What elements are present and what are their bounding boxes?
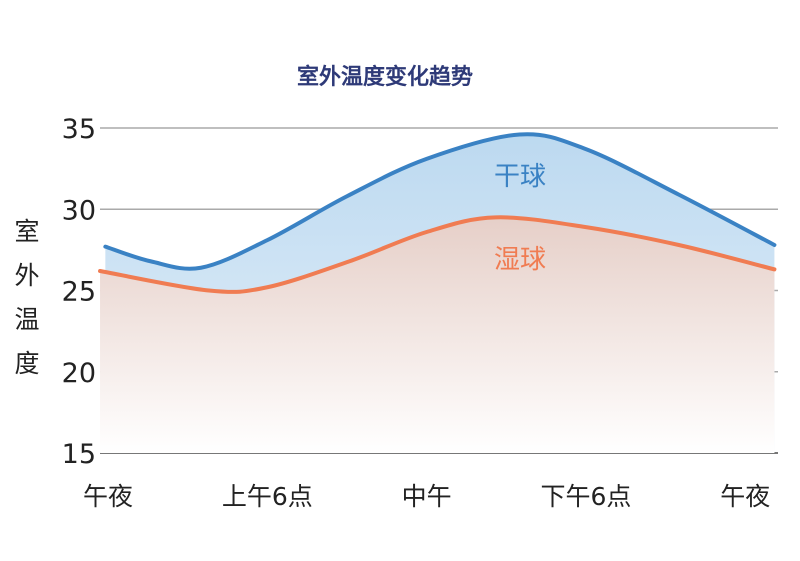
- y-axis-label: 度: [14, 349, 39, 378]
- y-tick-label: 15: [62, 439, 96, 470]
- series-label: 湿球: [494, 245, 546, 275]
- y-axis-label: 温: [14, 305, 39, 334]
- x-tick-label: 上午6点: [222, 482, 313, 511]
- x-tick-label: 午夜: [720, 482, 770, 511]
- series-line-1: [98, 215, 777, 294]
- y-tick-label: 35: [62, 114, 96, 145]
- x-tick-label: 下午6点: [540, 482, 631, 511]
- y-tick-label: 20: [62, 358, 96, 389]
- x-tick-label: 中午: [402, 482, 452, 511]
- y-tick-label: 30: [62, 195, 96, 226]
- y-tick-label: 25: [62, 277, 96, 308]
- x-tick-label: 午夜: [83, 482, 133, 511]
- y-axis-label: 外: [14, 261, 39, 290]
- chart-title: 室外温度变化趋势: [297, 64, 473, 90]
- series-area-1: [100, 217, 775, 453]
- series-label: 干球: [494, 162, 546, 192]
- series-line-0: [103, 132, 777, 271]
- y-axis-label: 室: [14, 217, 39, 246]
